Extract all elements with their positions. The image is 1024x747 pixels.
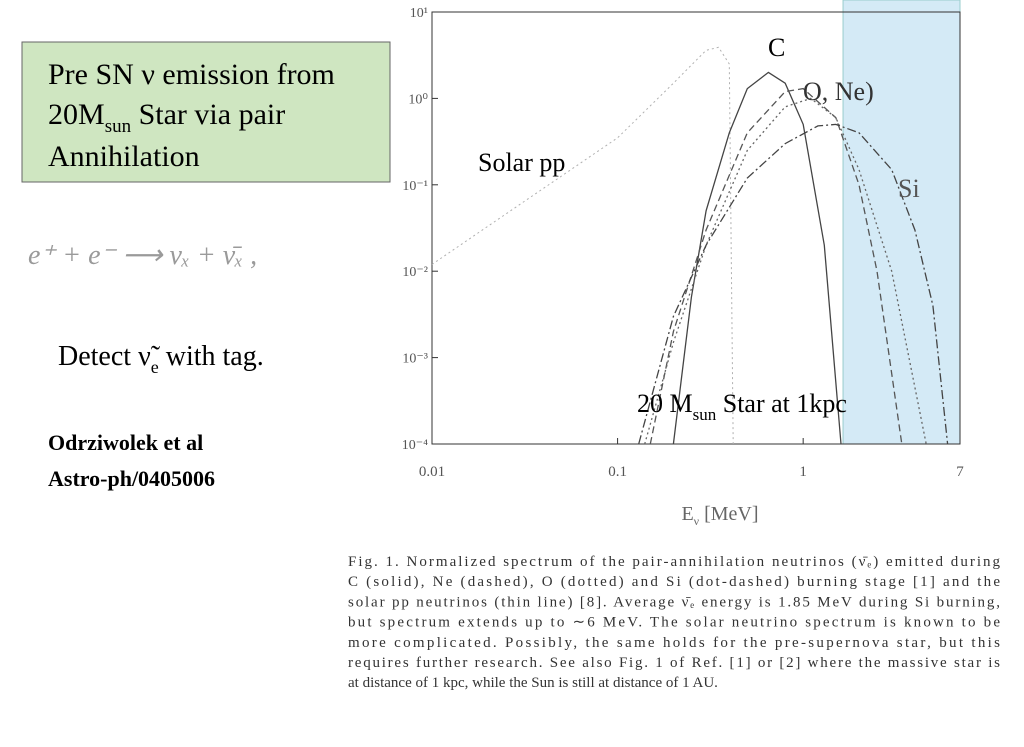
equation: e⁺ + e⁻ ⟶ νₓ + ν̄ₓ , <box>28 240 257 271</box>
box-text: Star via pair <box>131 98 285 131</box>
y-tick-label: 10⁻¹ <box>402 179 428 194</box>
x-label-rest: [MeV] <box>699 503 758 525</box>
box-sub: sun <box>105 116 132 137</box>
star-label: 20 Msun Star at 1kpc <box>637 389 847 424</box>
annotation: Solar pp <box>478 148 565 177</box>
caption-line: Fig. 1. Normalized spectrum of the pair-… <box>348 554 1001 570</box>
x-label-sub: ν <box>694 514 700 528</box>
y-tick-label: 10¹ <box>410 6 428 21</box>
caption: Fig. 1. Normalized spectrum of the pair-… <box>348 554 1001 691</box>
detect-rest: with tag. <box>159 341 264 372</box>
detect-text: Detect ν̃e with tag. <box>58 341 264 377</box>
caption-line: but spectrum extends up to ∼6 MeV. The s… <box>348 615 1000 631</box>
x-label-main: E <box>681 503 693 525</box>
plot-frame <box>431 11 961 445</box>
reference: Odrziwolek et al <box>48 430 203 455</box>
x-tick-label: 7 <box>956 464 964 480</box>
annotation: Si <box>898 174 920 203</box>
caption-line: requires further research. See also Fig.… <box>348 655 1000 671</box>
caption-line: at distance of 1 kpc, while the Sun is s… <box>348 675 718 691</box>
series-line <box>431 46 734 445</box>
reference: Astro-ph/0405006 <box>48 466 215 491</box>
y-tick-label: 10⁻² <box>402 265 428 280</box>
x-tick-label: 0.1 <box>608 464 627 480</box>
caption-line: more complicated. Possibly, the same hol… <box>348 635 1000 651</box>
box-text: 20M <box>48 98 105 131</box>
annotation: C <box>768 33 785 62</box>
title-box <box>21 41 391 183</box>
x-tick-label: 1 <box>799 464 807 480</box>
series-line <box>672 71 842 445</box>
star-label-main: 20 M <box>637 389 693 418</box>
box-line: Pre SN ν emission from <box>48 58 335 91</box>
series-line <box>638 123 949 445</box>
caption-line: solar pp neutrinos (thin line) [8]. Aver… <box>348 594 1000 610</box>
star-label-sub: sun <box>693 405 717 424</box>
detect-sub: e <box>151 357 159 377</box>
series-line <box>644 97 927 445</box>
y-tick-label: 10⁻³ <box>402 352 428 367</box>
box-line: 20Msun Star via pair <box>48 98 285 137</box>
y-tick-label: 10⁻⁴ <box>402 438 428 453</box>
chart-layer: 10¹ 10⁰ 10⁻¹ 10⁻² 10⁻³ 10⁻⁴ 0.01 0.1 1 7 Eν [MeV] C… <box>402 0 964 528</box>
detect-main: Detect ν̃ <box>58 341 161 372</box>
shaded-region <box>842 0 961 445</box>
caption-line: C (solid), Ne (dashed), O (dotted) and S… <box>348 574 1000 590</box>
y-tick-label: 10⁰ <box>408 92 428 107</box>
x-tick-label: 0.01 <box>419 464 445 480</box>
x-axis-label: Eν [MeV] <box>681 503 758 528</box>
box-line: Annihilation <box>48 140 200 173</box>
annotation: O, Ne) <box>803 77 874 106</box>
star-label-rest: Star at 1kpc <box>716 389 847 418</box>
